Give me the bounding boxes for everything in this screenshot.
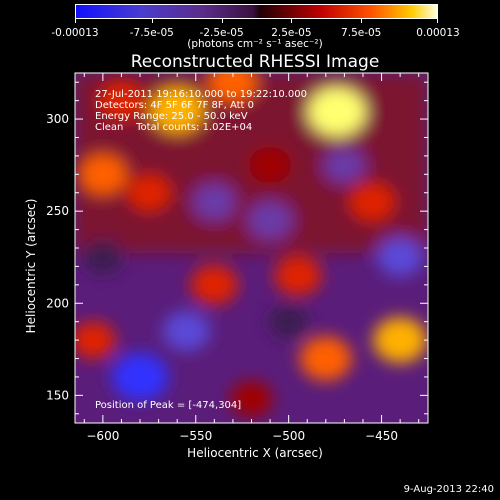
colorbar-units: (photons cm⁻² s⁻¹ asec⁻²): [187, 38, 323, 50]
x-tick-label: −600: [86, 429, 119, 443]
heatmap-negative-blob: [269, 305, 309, 339]
colorbar-tick: [437, 18, 438, 23]
heatmap-positive-blob: [207, 73, 259, 104]
heatmap-negative-blob: [193, 183, 236, 220]
heatmap-positive-blob: [149, 86, 205, 134]
colorbar-tick-label: -0.00013: [51, 27, 99, 39]
colorbar-tick: [151, 18, 153, 23]
heatmap-positive-blob: [349, 182, 396, 222]
x-axis-label: Heliocentric X (arcsec): [187, 446, 323, 460]
heatmap-positive-blob: [248, 147, 292, 184]
annotation-detectors: Detectors: 4F 5F 6F 7F 8F, Att 0: [95, 100, 254, 111]
heatmap-negative-blob: [323, 147, 365, 183]
colorbar-tick-label: 0.00013: [416, 27, 460, 39]
annotation-energy-range: Energy Range: 25.0 - 50.0 keV: [95, 111, 248, 122]
heatmap-negative-blob: [377, 237, 423, 277]
colorbar-tick-label: 7.5e-05: [341, 27, 382, 39]
x-tick-label: −550: [179, 429, 212, 443]
heatmap-positive-blob: [230, 381, 273, 418]
chart-title: Reconstructed RHESSI Image: [130, 52, 380, 72]
annotation-clean-counts: Clean Total counts: 1.02E+04: [95, 122, 252, 133]
heatmap-positive-blob: [299, 336, 352, 381]
heatmap-negative-blob: [111, 352, 169, 402]
heatmap-negative-blob: [83, 240, 123, 274]
heatmap-features: [75, 73, 428, 418]
heatmap-positive-blob: [78, 153, 128, 196]
heatmap-positive-blob: [127, 174, 172, 212]
colorbar-tick-label: 2.5e-05: [271, 27, 312, 39]
colorbar-tick-label: -2.5e-05: [199, 27, 244, 39]
y-tick-label: 300: [46, 112, 69, 126]
x-tick-label: −450: [365, 429, 398, 443]
annotation-time-range: 27-Jul-2011 19:16:10.000 to 19:22:10.000: [95, 89, 307, 100]
colorbar-gradient: [75, 4, 438, 19]
colorbar-tick: [291, 18, 293, 23]
y-tick-label: 150: [46, 388, 69, 402]
heatmap-positive-blob: [373, 317, 427, 363]
heatmap-positive-blob: [274, 255, 322, 296]
y-axis-label: Heliocentric Y (arcsec): [24, 198, 38, 334]
y-tick-label: 250: [46, 204, 69, 218]
heatmap-negative-blob: [162, 310, 211, 351]
colorbar-tick: [75, 18, 76, 23]
datestamp: 9-Aug-2013 22:40: [403, 484, 494, 495]
heatmap-negative-blob: [248, 201, 293, 240]
colorbar-tick: [361, 18, 363, 23]
annotation-peak-position: Position of Peak = [-474,304]: [95, 400, 241, 411]
heatmap-positive-blob: [190, 264, 238, 305]
x-tick-label: −500: [272, 429, 305, 443]
heatmap-positive-blob: [75, 321, 116, 359]
colorbar-tick: [221, 18, 223, 23]
colorbar-tick-label: -7.5e-05: [129, 27, 174, 39]
axes: −600 −550 −500 −450 150 200 250 300: [46, 73, 428, 443]
heatmap-positive-blob: [306, 86, 367, 138]
y-tick-label: 200: [46, 296, 69, 310]
heatmap-positive-blob: [98, 81, 145, 121]
